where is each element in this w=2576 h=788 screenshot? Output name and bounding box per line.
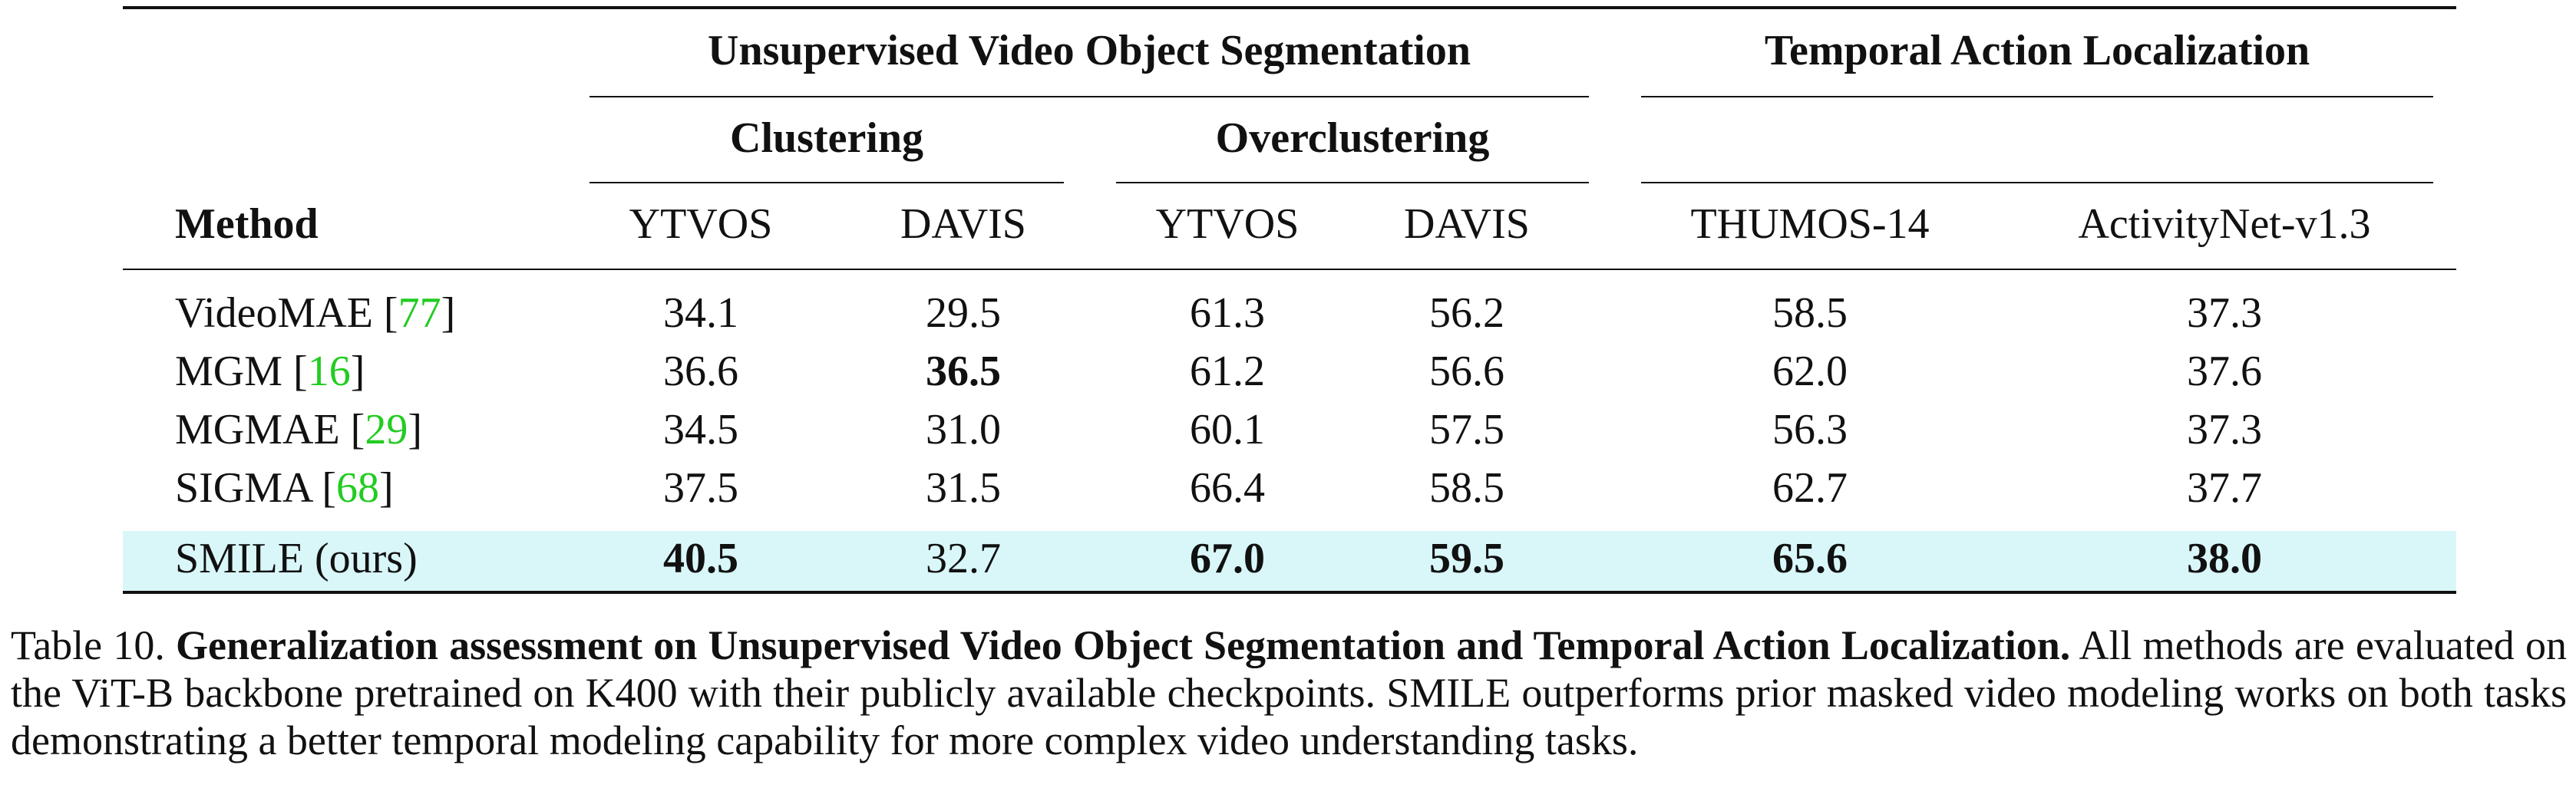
citation-bracket: ] xyxy=(350,348,365,395)
table-cell: 59.5 xyxy=(1429,535,1504,582)
table-cell: 62.0 xyxy=(1772,348,1848,395)
table-cell: 62.7 xyxy=(1772,464,1848,512)
uvos-group-header: Unsupervised Video Object Segmentation xyxy=(708,27,1471,74)
method-name: MGMAE [ xyxy=(175,406,365,453)
tal-group-header: Temporal Action Localization xyxy=(1764,27,2310,74)
table-bottom-rule xyxy=(123,591,2456,594)
uvos-group-rule xyxy=(590,96,1589,97)
column-header-thumos: THUMOS-14 xyxy=(1690,200,1930,248)
table-cell: 57.5 xyxy=(1429,406,1504,453)
table-cell: 61.3 xyxy=(1190,289,1265,337)
table-cell: 67.0 xyxy=(1190,535,1265,582)
table-cell: 56.3 xyxy=(1772,406,1848,453)
method-name: MGM [ xyxy=(175,348,308,395)
table-cell: 56.2 xyxy=(1429,289,1504,337)
overclustering-rule xyxy=(1116,182,1589,183)
citation-link[interactable]: 29 xyxy=(365,406,408,453)
clustering-rule xyxy=(590,182,1064,183)
citation-bracket: ] xyxy=(379,464,394,512)
method-cell: MGMAE [29] xyxy=(175,405,422,454)
column-header-activitynet: ActivityNet-v1.3 xyxy=(2078,200,2371,248)
table-cell: 38.0 xyxy=(2187,535,2262,582)
table-caption: Table 10. Generalization assessment on U… xyxy=(11,621,2567,764)
column-header-davis-overclustering: DAVIS xyxy=(1404,200,1530,248)
table-cell: 29.5 xyxy=(926,289,1001,337)
table-top-rule xyxy=(123,6,2456,9)
tal-group-rule xyxy=(1641,96,2433,97)
tal-subgroup-rule xyxy=(1641,182,2433,183)
ours-row-highlight xyxy=(123,531,2456,591)
citation-bracket: ] xyxy=(441,289,456,337)
table-cell: 58.5 xyxy=(1429,464,1504,512)
method-cell: SMILE (ours) xyxy=(175,534,418,583)
table-cell: 66.4 xyxy=(1190,464,1265,512)
table-cell: 31.5 xyxy=(926,464,1001,512)
citation-link[interactable]: 68 xyxy=(336,464,380,512)
caption-label: Table 10. xyxy=(11,622,165,668)
column-header-ytvos-overclustering: YTVOS xyxy=(1155,200,1300,248)
method-cell: MGM [16] xyxy=(175,347,365,396)
table-cell: 36.6 xyxy=(663,348,738,395)
citation-link[interactable]: 77 xyxy=(398,289,441,337)
method-name: SIGMA [ xyxy=(175,464,337,512)
method-cell: VideoMAE [77] xyxy=(175,288,455,338)
clustering-header: Clustering xyxy=(730,114,923,162)
method-name: SMILE (ours) xyxy=(175,535,418,582)
table-cell: 34.5 xyxy=(663,406,738,453)
table-cell: 36.5 xyxy=(926,348,1001,395)
caption-body: All methods are evaluated on the ViT-B b… xyxy=(11,622,2567,763)
citation-bracket: ] xyxy=(408,406,422,453)
table-cell: 37.5 xyxy=(663,464,738,512)
column-header-method: Method xyxy=(175,200,319,248)
table-cell: 37.3 xyxy=(2187,289,2262,337)
table-cell: 32.7 xyxy=(926,535,1001,582)
table-cell: 40.5 xyxy=(663,535,738,582)
overclustering-header: Overclustering xyxy=(1215,114,1490,162)
table-cell: 61.2 xyxy=(1190,348,1265,395)
table-cell: 65.6 xyxy=(1772,535,1848,582)
table-cell: 37.7 xyxy=(2187,464,2262,512)
table-cell: 56.6 xyxy=(1429,348,1504,395)
method-name: VideoMAE [ xyxy=(175,289,398,337)
header-bottom-rule xyxy=(123,269,2456,270)
column-header-ytvos-clustering: YTVOS xyxy=(629,200,773,248)
table-cell: 60.1 xyxy=(1190,406,1265,453)
column-header-davis-clustering: DAVIS xyxy=(900,200,1026,248)
table-cell: 58.5 xyxy=(1772,289,1848,337)
table-cell: 34.1 xyxy=(663,289,738,337)
table-cell: 37.6 xyxy=(2187,348,2262,395)
table-cell: 31.0 xyxy=(926,406,1001,453)
caption-title: Generalization assessment on Unsupervise… xyxy=(176,622,2071,668)
table-cell: 37.3 xyxy=(2187,406,2262,453)
method-cell: SIGMA [68] xyxy=(175,463,394,513)
citation-link[interactable]: 16 xyxy=(307,348,351,395)
